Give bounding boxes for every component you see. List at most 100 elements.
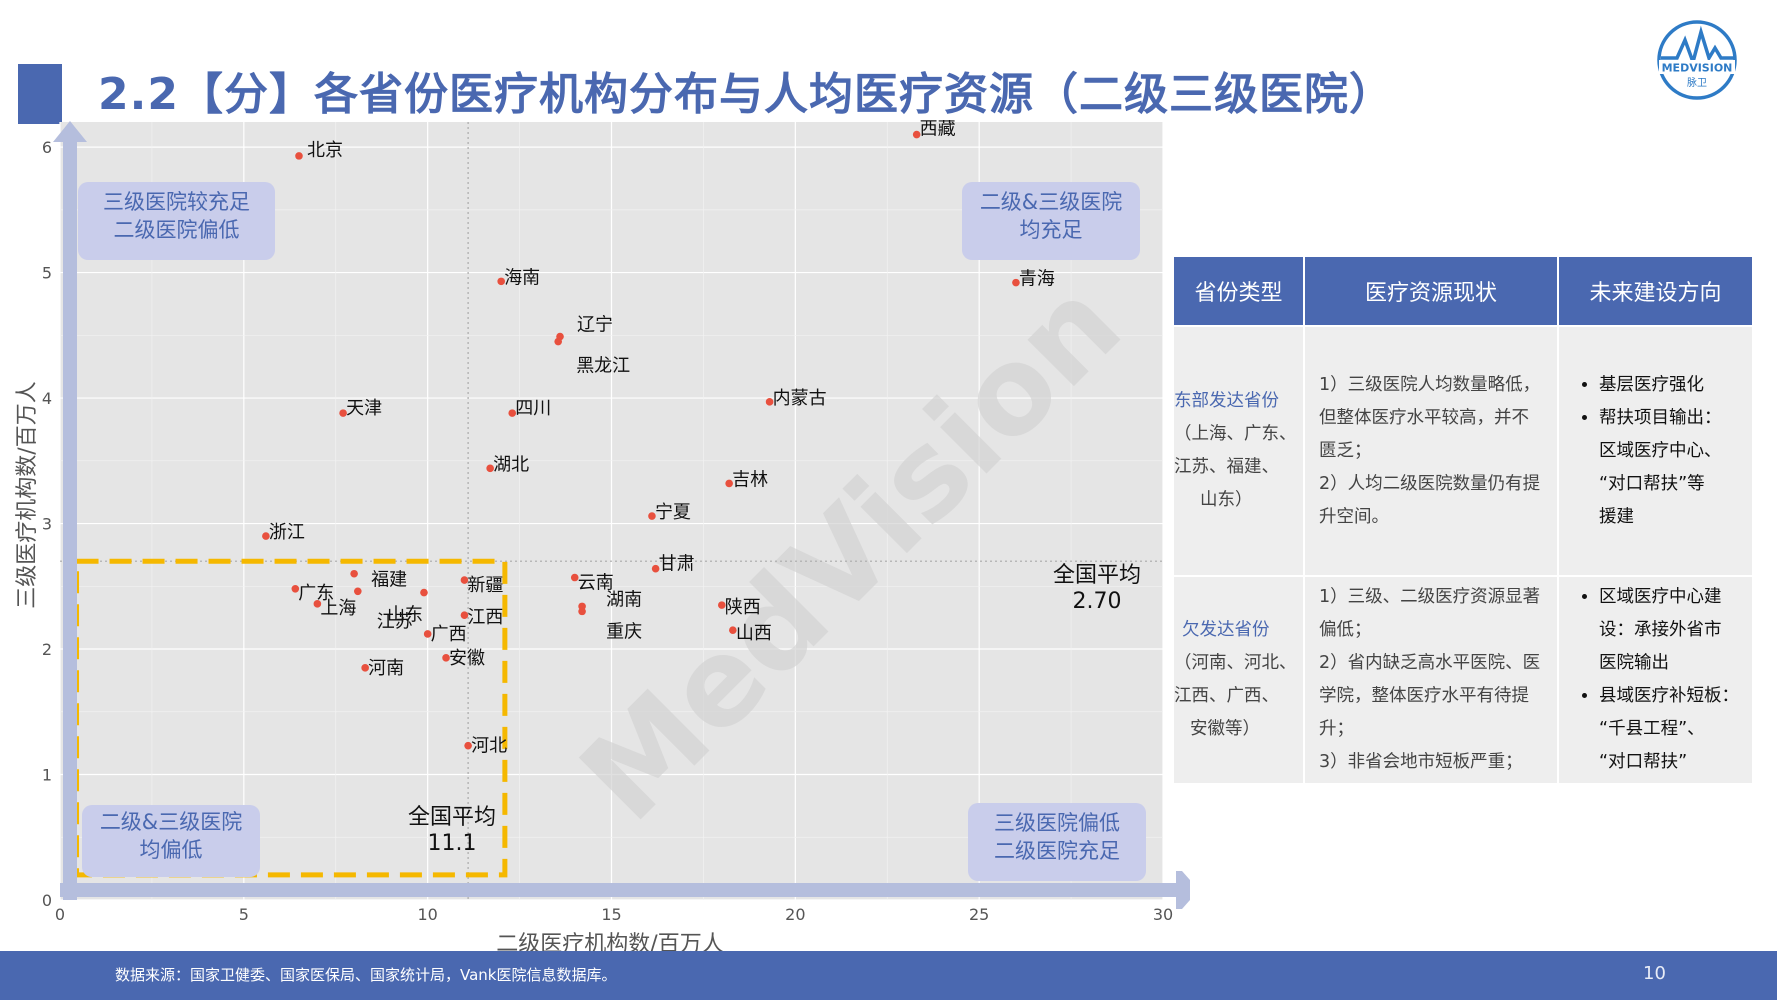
data-point <box>765 398 774 406</box>
point-label: 西藏 <box>920 120 956 140</box>
table-row: 东部发达省份 （上海、广东、 江苏、福建、 山东） 1）三级医院人均数量略低， … <box>1174 327 1752 575</box>
data-point <box>361 664 369 672</box>
quadrant-label-top-left: 三级医院较充足 <box>103 190 250 214</box>
list-item: 基层医疗强化 <box>1599 369 1752 402</box>
point-label: 内蒙古 <box>773 388 827 409</box>
avg-y-annotation: 2.70 <box>1073 589 1122 614</box>
data-point <box>912 130 921 139</box>
data-point <box>350 569 358 578</box>
cell-line: 安徽等） <box>1190 719 1260 739</box>
header-province-type: 省份类型 <box>1174 257 1303 325</box>
data-point <box>729 626 737 635</box>
header-direction: 未来建设方向 <box>1559 257 1752 325</box>
data-point <box>354 587 362 596</box>
avg-x-annotation: 全国平均 <box>408 805 496 830</box>
quadrant-label-bottom-left: 均偏低 <box>140 838 203 862</box>
cell-line: 匮乏； <box>1319 440 1372 461</box>
point-label: 四川 <box>515 398 551 419</box>
quadrant-label-top-right: 均充足 <box>1020 218 1083 242</box>
cell-line: 山东） <box>1200 490 1253 510</box>
point-label: 北京 <box>307 140 343 161</box>
x-axis-arrow-shaft <box>60 883 1180 897</box>
point-label: 湖北 <box>493 454 529 475</box>
point-label: 黑龙江 <box>576 356 630 377</box>
data-point <box>291 585 300 593</box>
point-label: 甘肃 <box>659 554 695 575</box>
data-point <box>486 464 494 473</box>
quadrant-label-bottom-left: 二级&三级医院 <box>100 810 242 834</box>
point-label: 江苏 <box>377 611 413 632</box>
x-tick-label: 25 <box>969 905 989 924</box>
data-point <box>508 409 517 417</box>
data-point <box>648 512 656 520</box>
data-point <box>423 630 432 638</box>
logo-sub: 脉卫 <box>1687 76 1707 89</box>
y-axis-arrow-head <box>53 121 87 142</box>
title-accent-bar <box>18 64 62 124</box>
data-point <box>554 337 562 346</box>
cell-line: 2）省内缺乏高水平医院、医 <box>1319 653 1541 673</box>
list-item: 帮扶项目输出： 区域医疗中心、 “对口帮扶”等 援建 <box>1599 402 1752 534</box>
data-point <box>442 654 450 662</box>
point-label: 江西 <box>467 607 503 628</box>
quadrant-label-top-right: 二级&三级医院 <box>980 190 1122 214</box>
cell-line: 3）非省会地市短板严重； <box>1319 752 1523 772</box>
x-tick-label: 20 <box>785 905 805 924</box>
table-row: 欠发达省份 （河南、河北、 江西、广西、 安徽等） 1）三级、二级医疗资源显著 … <box>1174 577 1752 783</box>
footer-bar: 数据来源：国家卫健委、国家医保局、国家统计局，Vank医院信息数据库。 10 <box>0 951 1777 1000</box>
data-point <box>262 532 270 540</box>
y-axis-title: 三级医疗机构数/百万人 <box>15 381 40 608</box>
data-point <box>651 564 660 573</box>
list-item: 县域医疗补短板： “千县工程”、 “对口帮扶” <box>1599 680 1752 779</box>
data-point <box>464 741 472 750</box>
y-tick-label: 3 <box>42 515 52 534</box>
point-label: 上海 <box>320 598 356 619</box>
x-tick-label: 0 <box>55 905 65 924</box>
point-label: 安徽 <box>449 648 485 669</box>
y-tick-label: 5 <box>42 264 52 283</box>
y-tick-label: 4 <box>42 389 52 408</box>
quadrant-box-top-left <box>78 182 275 260</box>
point-label: 辽宁 <box>577 315 613 336</box>
quadrant-box-top-right <box>962 182 1140 260</box>
cell-line: 升； <box>1319 719 1354 739</box>
x-tick-label: 10 <box>417 905 437 924</box>
quadrant-label-top-left: 二级医院偏低 <box>114 218 240 242</box>
cell-line: （河南、河北、 <box>1174 653 1297 673</box>
page-title: 2.2【分】各省份医疗机构分布与人均医疗资源（二级三级医院） <box>98 69 1394 120</box>
y-axis-arrow-shaft <box>63 142 77 900</box>
data-point <box>578 607 586 616</box>
x-tick-label: 30 <box>1153 905 1173 924</box>
point-label: 湖南 <box>606 589 642 610</box>
point-label: 云南 <box>578 573 614 594</box>
scatter-chart: MedVision三级医院较充足二级医院偏低二级&三级医院均充足二级&三级医院均… <box>15 120 1190 957</box>
cell-line: 1）三级医院人均数量略低， <box>1319 374 1541 395</box>
point-label: 山西 <box>736 623 772 644</box>
logo-brand: MEDVISION <box>1662 62 1733 75</box>
cell-line: （上海、广东、 <box>1174 424 1297 444</box>
cell-line: 东部发达省份 <box>1174 391 1279 411</box>
avg-y-annotation: 全国平均 <box>1053 563 1141 588</box>
y-tick-label: 0 <box>42 891 52 910</box>
data-point <box>718 601 726 609</box>
cell-line: 江西、广西、 <box>1174 686 1279 706</box>
cell-line: 升空间。 <box>1319 506 1389 527</box>
point-label: 广东 <box>298 583 334 604</box>
point-label: 宁夏 <box>655 502 691 523</box>
data-point <box>313 600 322 608</box>
data-point <box>1012 278 1020 287</box>
point-label: 陕西 <box>725 597 761 618</box>
quadrant-box-bottom-right <box>968 803 1146 881</box>
x-tick-label: 15 <box>601 905 621 924</box>
avg-x-annotation: 11.1 <box>428 831 477 856</box>
cell-line: 江苏、福建、 <box>1174 457 1279 477</box>
y-tick-label: 2 <box>42 640 52 659</box>
point-label: 浙江 <box>269 522 305 543</box>
cell-direction: 区域医疗中心建 设：承接外省市 医院输出 县域医疗补短板： “千县工程”、 “对… <box>1559 577 1752 783</box>
point-label: 青海 <box>1019 269 1055 290</box>
cell-status: 1）三级、二级医疗资源显著 偏低； 2）省内缺乏高水平医院、医 学院，整体医疗水… <box>1305 577 1557 783</box>
point-label: 新疆 <box>467 575 503 596</box>
data-point <box>570 573 579 582</box>
cell-line: 学院，整体医疗水平有待提 <box>1319 686 1529 706</box>
y-tick-label: 6 <box>42 138 52 157</box>
